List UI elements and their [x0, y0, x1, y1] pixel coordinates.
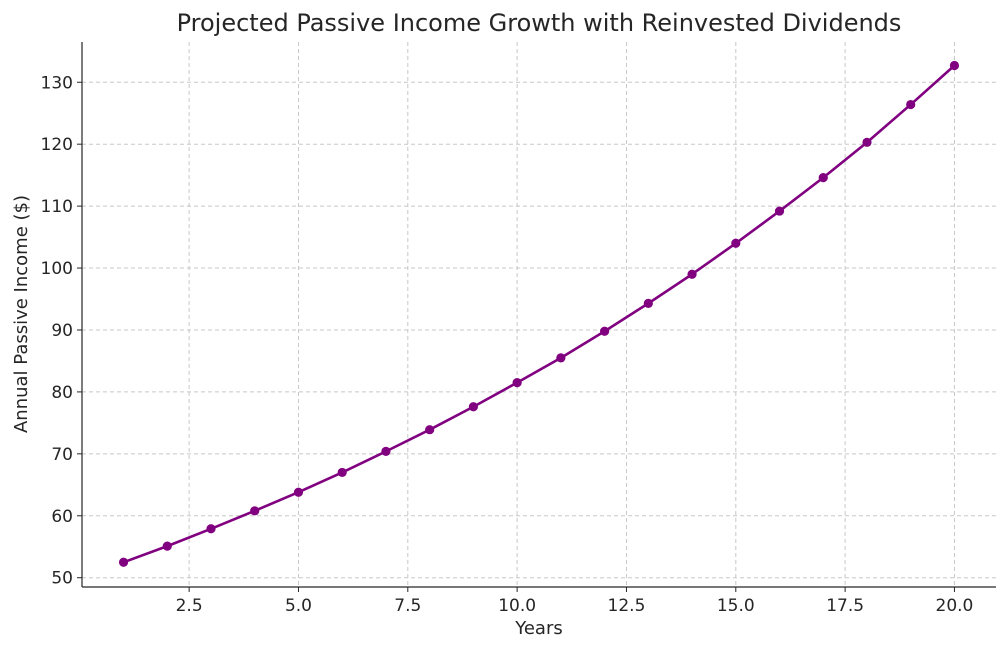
y-tick-label: 120: [41, 135, 73, 155]
series-line: [123, 64, 956, 564]
data-point: [818, 173, 828, 183]
data-point: [425, 425, 435, 435]
data-point: [206, 524, 216, 534]
grid-lines: [82, 42, 996, 587]
data-point: [906, 99, 916, 110]
y-axis-label: Annual Passive Income ($): [11, 195, 32, 433]
y-tick-label: 130: [41, 73, 73, 93]
x-tick-label: 10.0: [498, 596, 536, 616]
x-tick-label: 17.5: [826, 596, 864, 616]
data-point: [293, 487, 304, 497]
y-tick-label: 60: [51, 507, 73, 527]
y-tick-label: 100: [41, 259, 73, 279]
data-point: [949, 60, 960, 71]
data-point: [250, 506, 260, 516]
x-tick-label: 2.5: [176, 596, 203, 616]
data-point: [862, 137, 872, 147]
y-tick-label: 90: [51, 321, 73, 341]
y-axis-ticks: 50 60 70 80 90 100 110 120 130: [41, 73, 82, 589]
data-point: [162, 541, 172, 551]
data-point: [118, 557, 129, 567]
data-point: [381, 446, 391, 456]
data-point: [556, 353, 566, 363]
y-tick-label: 70: [51, 445, 73, 465]
x-tick-label: 20.0: [936, 596, 974, 616]
y-tick-label: 80: [51, 383, 73, 403]
data-point: [731, 238, 741, 248]
data-point: [643, 298, 653, 308]
x-tick-label: 15.0: [717, 596, 755, 616]
data-point: [512, 378, 522, 388]
x-tick-label: 7.5: [394, 596, 421, 616]
data-point: [337, 467, 347, 478]
x-tick-label: 5.0: [285, 596, 312, 616]
data-point: [687, 269, 697, 279]
chart-title: Projected Passive Income Growth with Rei…: [177, 9, 902, 37]
data-point: [774, 206, 785, 216]
x-tick-label: 12.5: [608, 596, 646, 616]
series-layer: [118, 60, 960, 567]
y-tick-label: 110: [41, 197, 73, 217]
x-axis-label: Years: [514, 618, 563, 639]
data-point: [468, 402, 479, 412]
axes: [81, 42, 996, 588]
y-tick-label: 50: [51, 569, 73, 589]
data-point: [599, 326, 610, 336]
x-axis-ticks: 2.5 5.0 7.5 10.0 12.5 15.0 17.5 20.0: [176, 587, 974, 616]
